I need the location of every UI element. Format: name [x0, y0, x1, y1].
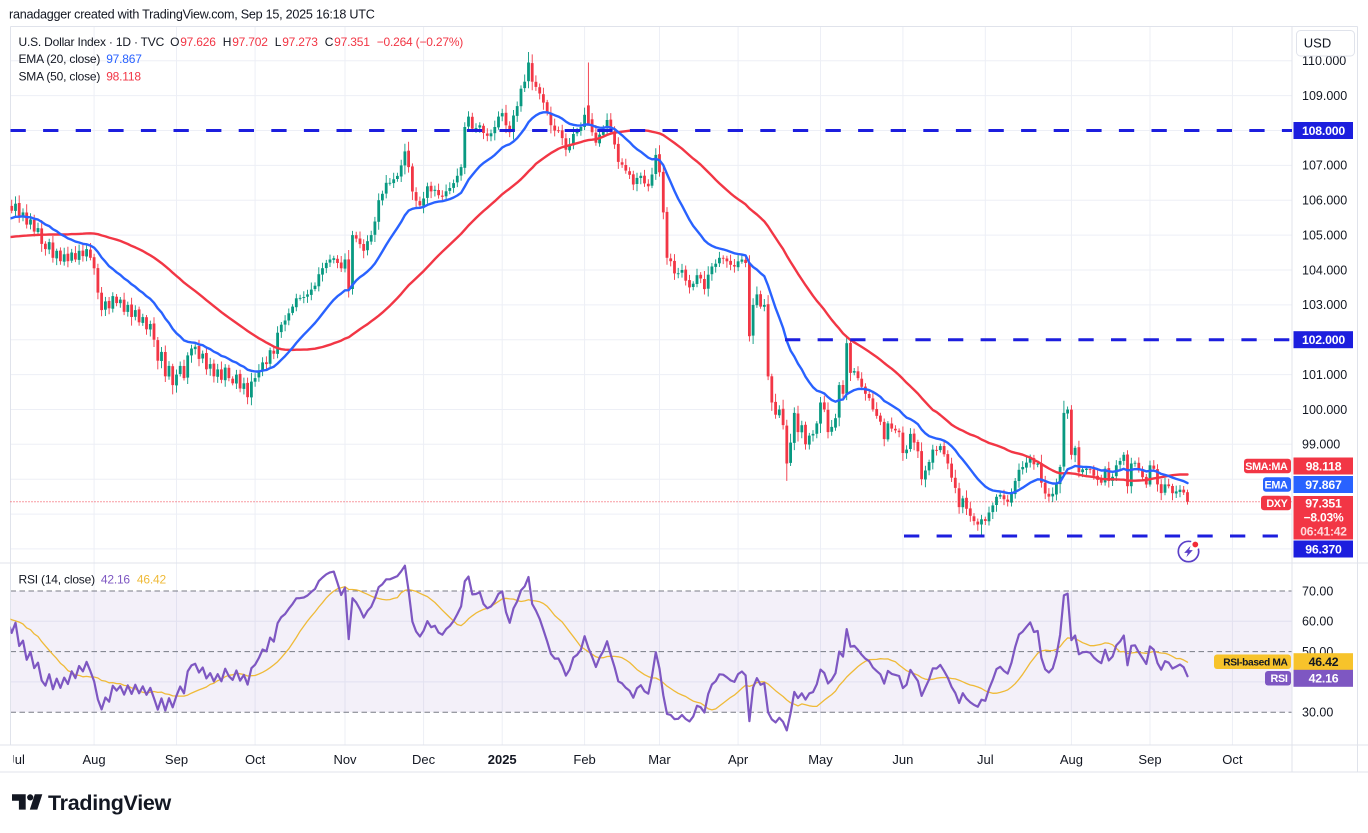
svg-text:97.351: 97.351: [1305, 497, 1342, 511]
svg-text:109.000: 109.000: [1302, 89, 1347, 103]
svg-text:42.16: 42.16: [1309, 672, 1339, 686]
svg-text:Mar: Mar: [648, 752, 671, 767]
svg-text:60.00: 60.00: [1302, 615, 1333, 629]
svg-text:110.000: 110.000: [1302, 54, 1346, 68]
svg-text:DXY: DXY: [1266, 498, 1288, 510]
svg-text:RSI-based MA: RSI-based MA: [1223, 657, 1288, 668]
svg-text:EMA (20, close)97.867: EMA (20, close) 97.867: [19, 52, 143, 66]
svg-text:Oct: Oct: [1222, 752, 1243, 767]
svg-text:Aug: Aug: [83, 752, 106, 767]
svg-text:SMA:MA: SMA:MA: [1245, 461, 1288, 473]
svg-text:Sep: Sep: [165, 752, 188, 767]
svg-text:May: May: [808, 752, 833, 767]
svg-text:Sep: Sep: [1138, 752, 1161, 767]
svg-text:Oct: Oct: [245, 752, 266, 767]
svg-text:Dec: Dec: [412, 752, 436, 767]
svg-text:USD: USD: [1304, 36, 1331, 51]
svg-text:Apr: Apr: [728, 752, 749, 767]
svg-text:98.118: 98.118: [1306, 459, 1342, 473]
svg-text:Jun: Jun: [892, 752, 913, 767]
svg-text:102.000: 102.000: [1302, 333, 1345, 347]
svg-text:06:41:42: 06:41:42: [1300, 525, 1347, 539]
svg-text:46.42: 46.42: [1309, 655, 1339, 669]
svg-text:103.000: 103.000: [1302, 298, 1347, 312]
svg-text:106.000: 106.000: [1302, 194, 1347, 208]
svg-text:RSI: RSI: [1271, 673, 1288, 685]
svg-text:−8.03%: −8.03%: [1304, 511, 1344, 525]
svg-text:30.00: 30.00: [1302, 706, 1333, 720]
svg-text:107.000: 107.000: [1302, 159, 1347, 173]
svg-text:Aug: Aug: [1060, 752, 1083, 767]
svg-text:EMA: EMA: [1265, 479, 1288, 491]
svg-text:100.000: 100.000: [1302, 403, 1347, 417]
svg-text:70.00: 70.00: [1302, 584, 1333, 598]
svg-text:Nov: Nov: [333, 752, 357, 767]
svg-text:99.000: 99.000: [1302, 438, 1340, 452]
svg-text:108.000: 108.000: [1302, 124, 1345, 138]
svg-text:Feb: Feb: [573, 752, 595, 767]
svg-text:104.000: 104.000: [1302, 263, 1347, 277]
svg-text:TradingView: TradingView: [48, 791, 172, 815]
svg-text:101.000: 101.000: [1302, 368, 1347, 382]
svg-text:Jul: Jul: [977, 752, 994, 767]
svg-text:97.867: 97.867: [1305, 478, 1342, 492]
svg-text:SMA (50, close)98.118: SMA (50, close) 98.118: [19, 70, 142, 84]
svg-text:96.370: 96.370: [1305, 542, 1342, 556]
svg-text:ranadagger created with Tradin: ranadagger created with TradingView.com,…: [9, 8, 375, 22]
svg-text:Jul: Jul: [8, 752, 25, 767]
svg-text:2025: 2025: [488, 752, 517, 767]
svg-text:105.000: 105.000: [1302, 229, 1347, 243]
